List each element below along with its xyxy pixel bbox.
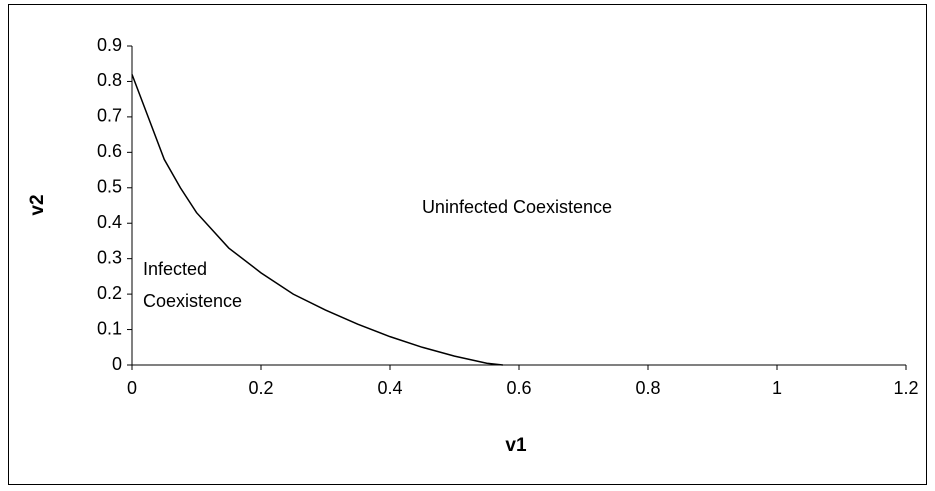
x-tick-label: 0.4 xyxy=(377,378,402,398)
y-tick-label: 0.1 xyxy=(97,318,122,338)
y-tick-label: 0.4 xyxy=(97,212,122,232)
chart-frame xyxy=(8,4,927,485)
annotation: Coexistence xyxy=(143,291,242,311)
y-tick-label: 0 xyxy=(112,354,122,374)
y-tick-label: 0.8 xyxy=(97,70,122,90)
annotation: Uninfected Coexistence xyxy=(422,197,612,217)
x-tick-label: 0.6 xyxy=(506,378,531,398)
y-tick-label: 0.3 xyxy=(97,247,122,267)
x-tick-label: 0.8 xyxy=(635,378,660,398)
y-tick-label: 0.2 xyxy=(97,283,122,303)
x-tick-label: 1.2 xyxy=(893,378,918,398)
x-tick-label: 1 xyxy=(772,378,782,398)
y-axis-title: v2 xyxy=(27,194,48,215)
data-line xyxy=(131,74,503,366)
y-tick-label: 0.6 xyxy=(97,141,122,161)
x-tick-label: 0.2 xyxy=(248,378,273,398)
x-axis-title: v1 xyxy=(505,435,527,456)
annotation: Infected xyxy=(143,259,207,279)
y-tick-label: 0.7 xyxy=(97,106,122,126)
x-tick-label: 0 xyxy=(127,378,137,398)
y-tick-label: 0.5 xyxy=(97,177,122,197)
y-tick-label: 0.9 xyxy=(97,35,122,55)
